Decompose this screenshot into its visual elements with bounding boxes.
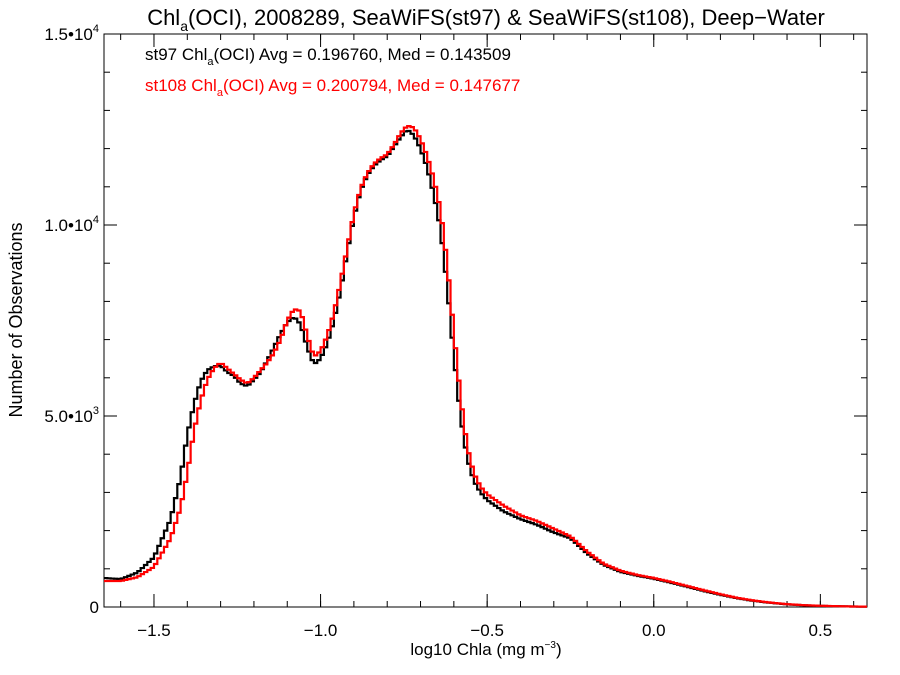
series-line-1 [104, 125, 867, 608]
x-axis: −1.5 −1.0 −0.5 0.0 0.5 [120, 34, 855, 640]
y-tick-label: 1.0•104 [44, 214, 99, 235]
series-line-0 [104, 129, 867, 608]
x-tick-label: 0.0 [642, 621, 666, 640]
y-tick-label: 0 [90, 598, 99, 617]
x-tick-label: −1.0 [304, 621, 338, 640]
chart-title: Chla(OCI), 2008289, SeaWiFS(st97) & SeaW… [147, 5, 825, 34]
x-axis-label: log10 Chla (mg m−3) [410, 640, 561, 659]
stats-annotation-st97: st97 Chla(OCI) Avg = 0.196760, Med = 0.1… [145, 45, 511, 68]
series-group [104, 125, 867, 608]
x-tick-label: −0.5 [470, 621, 504, 640]
x-tick-label: 0.5 [809, 621, 833, 640]
plot-frame [103, 33, 868, 608]
stats-annotation-st108: st108 Chla(OCI) Avg = 0.200794, Med = 0.… [145, 76, 520, 99]
x-tick-label: −1.5 [137, 621, 171, 640]
y-tick-label: 5.0•103 [44, 405, 99, 426]
y-axis: 0 5.0•103 1.0•104 1.5•104 [44, 23, 867, 617]
y-tick-label: 1.5•104 [44, 23, 99, 44]
y-axis-label: Number of Observations [6, 222, 26, 417]
